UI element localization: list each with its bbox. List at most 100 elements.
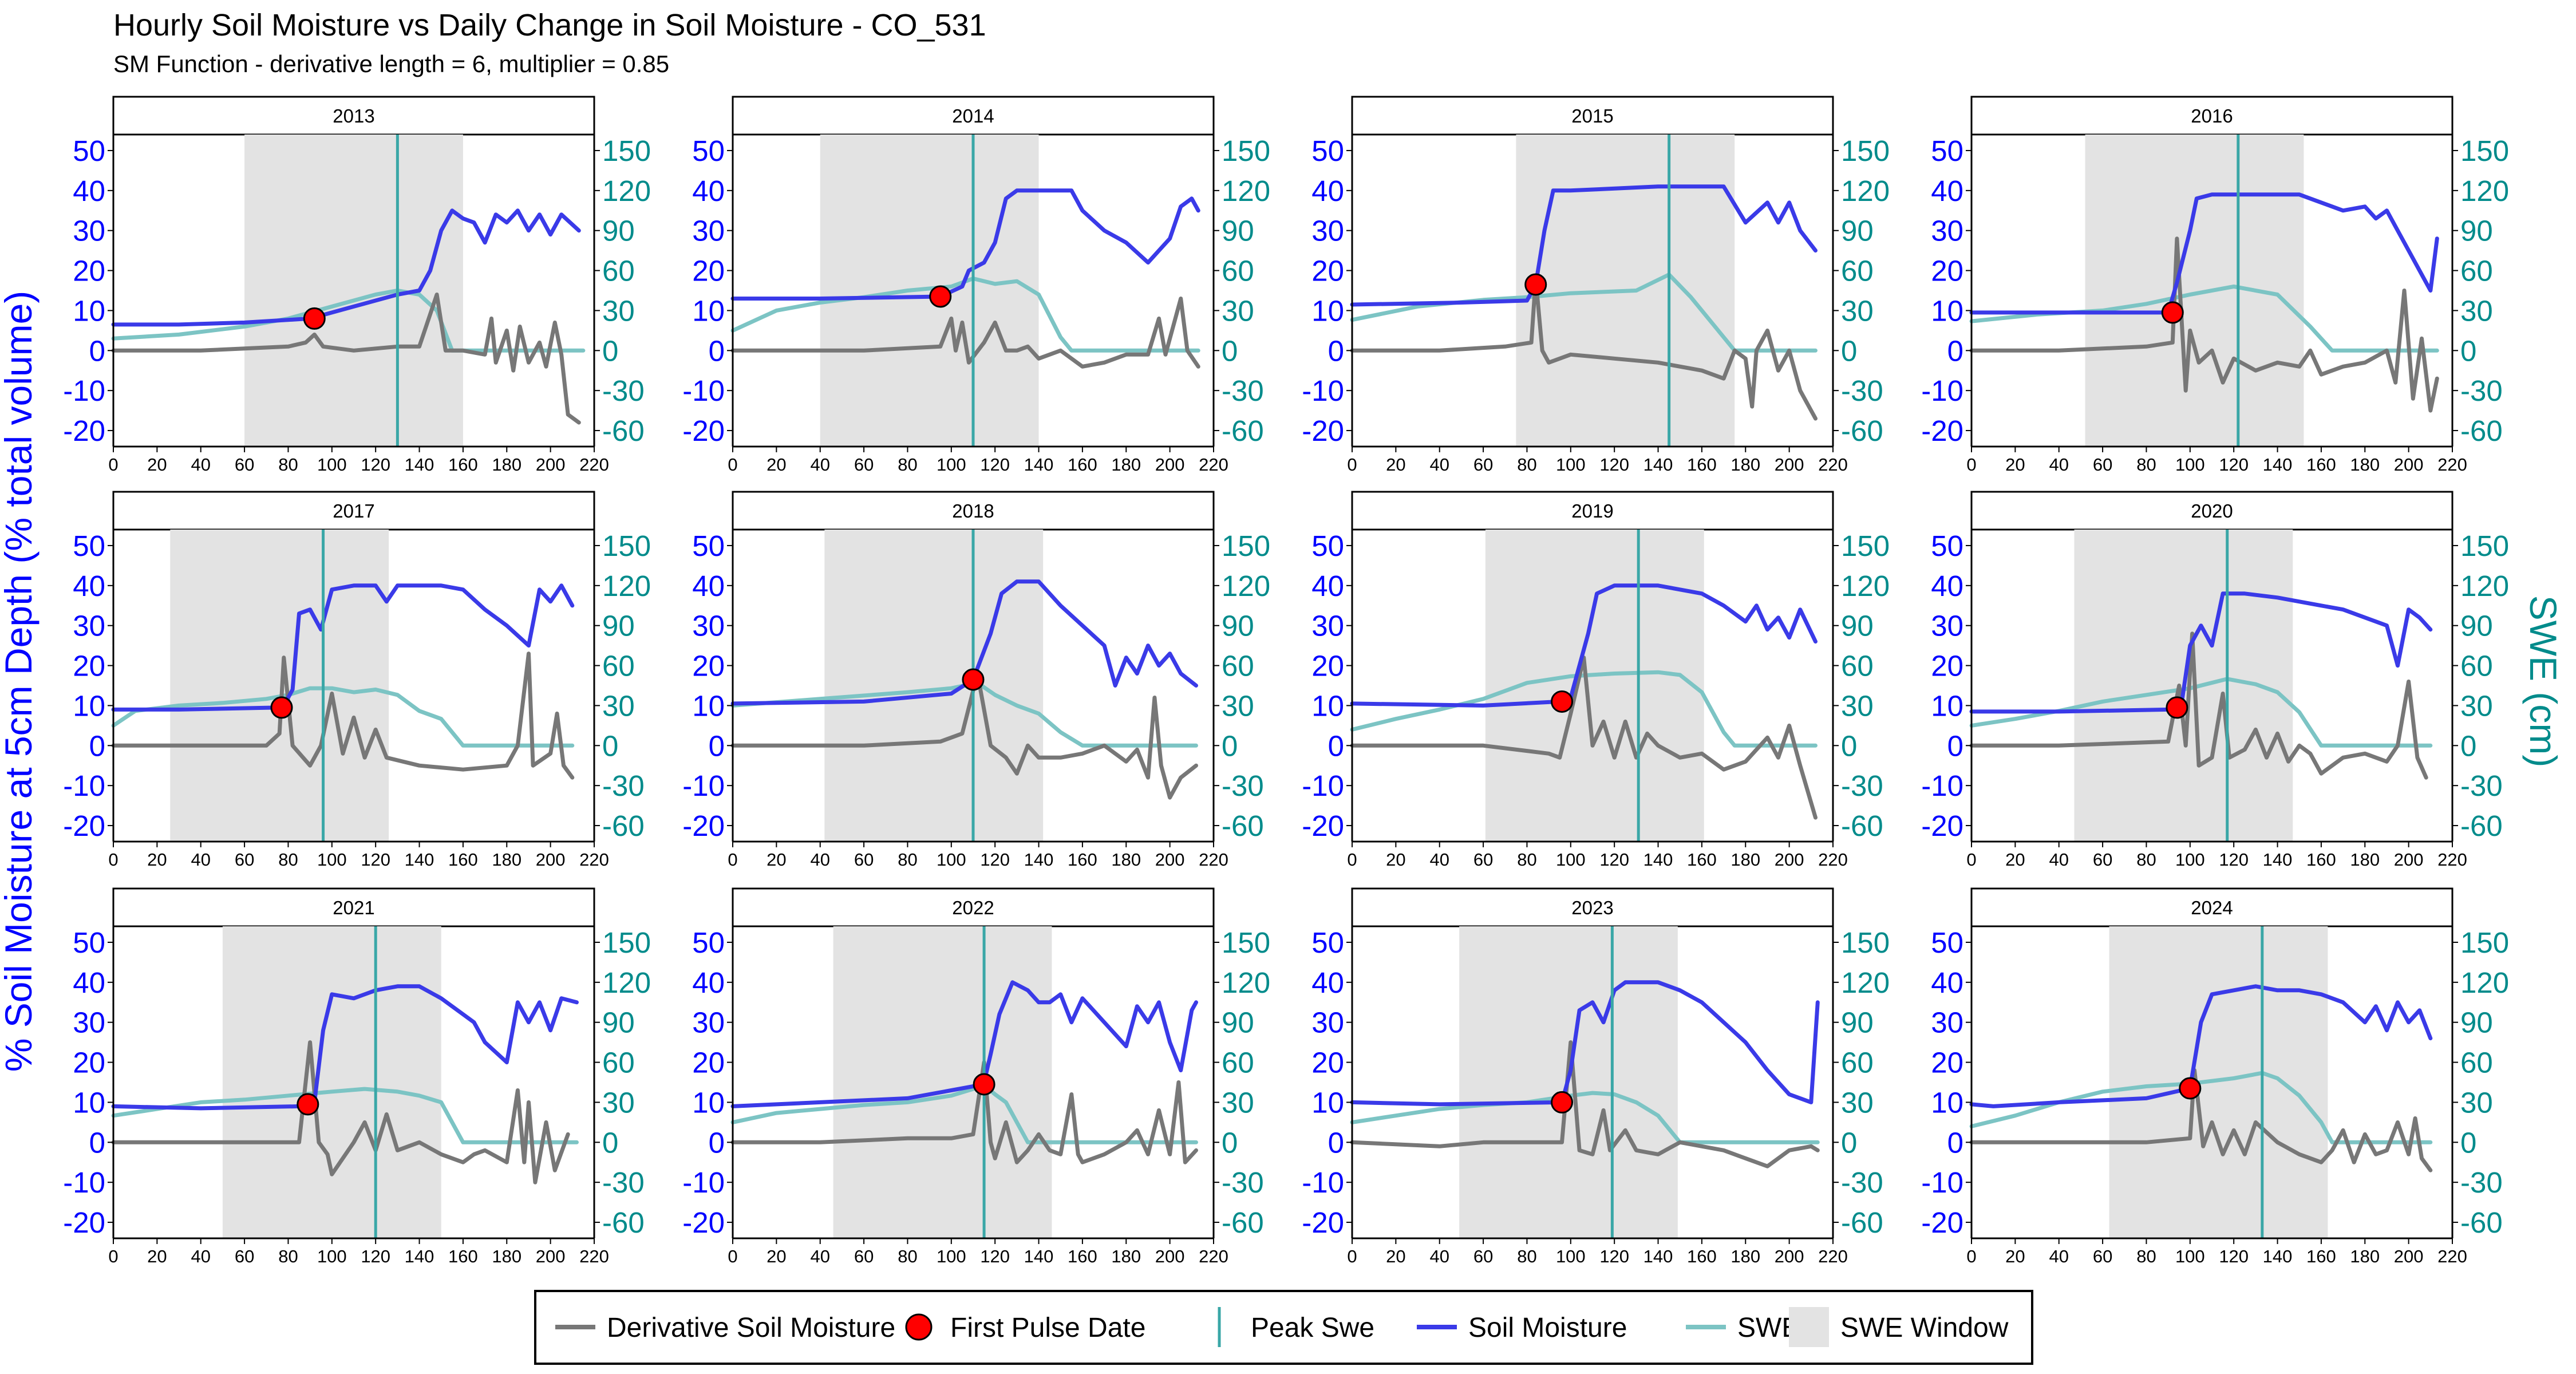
swe-window: [2085, 135, 2304, 447]
y-tick-right-label: 150: [1841, 135, 1890, 167]
y-tick-left-label: -10: [682, 769, 725, 802]
y-axis-label-left: % Soil Moisture at 5cm Depth (% total vo…: [0, 291, 39, 1072]
y-tick-left-label: 50: [1931, 530, 1963, 562]
panel-2019: 2019 -20 -10 0 10 20 30 40 50 -60 -30 0 30 60 90 120 150…: [1302, 491, 1890, 870]
derivative-line: [730, 1060, 1198, 1164]
x-tick-label: 40: [191, 850, 210, 870]
x-tick-label: 200: [536, 1246, 566, 1266]
x-tick-label: 40: [810, 1246, 829, 1266]
y-tick-left-label: -20: [1921, 1206, 1963, 1239]
panel-2013: 2013 -20 -10 0 10 20 30 40 50 -60 -30 0 30 60 90 120 150…: [63, 96, 651, 475]
y-tick-left-label: 30: [1931, 215, 1963, 247]
y-tick-left-label: 10: [692, 294, 725, 327]
y-tick-left-label: 30: [73, 215, 105, 247]
derivative-line: [1350, 656, 1818, 820]
x-tick-label: 140: [1643, 850, 1673, 870]
strip-label: 2014: [952, 105, 994, 127]
x-tick-label: 140: [1643, 1246, 1673, 1266]
y-tick-right-label: -60: [1841, 414, 1883, 447]
y-tick-right-label: 90: [2460, 1006, 2493, 1039]
strip-label: 2018: [952, 500, 994, 522]
y-tick-right-label: 60: [1222, 255, 1254, 287]
derivative-line: [730, 672, 1198, 800]
y-tick-left-label: -20: [1302, 1206, 1344, 1239]
y-tick-right-label: 120: [1222, 966, 1270, 999]
y-tick-right-label: 150: [1222, 926, 1270, 959]
x-tick-label: 180: [1111, 455, 1141, 475]
y-tick-right-label: 120: [1222, 175, 1270, 207]
panel-2022: 2022 -20 -10 0 10 20 30 40 50 -60 -30 0 30 60 90 120 150…: [682, 887, 1270, 1266]
y-tick-left-label: 30: [1931, 1006, 1963, 1039]
derivative-line: [111, 293, 581, 425]
y-tick-left-label: 30: [692, 610, 725, 642]
first-pulse-point: [297, 1093, 319, 1116]
x-tick-label: 80: [1517, 455, 1536, 475]
y-tick-right-label: -30: [602, 374, 645, 407]
y-tick-left-label: 20: [73, 1047, 105, 1079]
x-tick-label: 200: [2394, 1246, 2424, 1266]
strip-2013: [112, 96, 595, 136]
strip-label: 2021: [333, 897, 374, 918]
y-tick-left-label: 20: [692, 1047, 725, 1079]
x-tick-label: 160: [1687, 455, 1717, 475]
x-tick-label: 80: [898, 455, 917, 475]
y-tick-left-label: 50: [692, 530, 725, 562]
y-tick-right-label: -30: [602, 769, 645, 802]
y-tick-left-label: -20: [63, 414, 105, 447]
y-tick-right-label: 150: [1222, 530, 1270, 562]
x-tick-label: 80: [2136, 1246, 2156, 1266]
x-tick-label: 140: [2263, 850, 2293, 870]
panel-2021: 2021 -20 -10 0 10 20 30 40 50 -60 -30 0 30 60 90 120 150…: [63, 887, 651, 1266]
swe-line: [730, 1083, 1198, 1144]
y-tick-left-label: 50: [1311, 135, 1344, 167]
strip-2014: [732, 96, 1215, 136]
y-tick-left-label: 50: [1931, 135, 1963, 167]
x-tick-label: 180: [1730, 1246, 1760, 1266]
x-tick-label: 120: [361, 455, 390, 475]
x-tick-label: 140: [1024, 455, 1054, 475]
x-tick-label: 20: [767, 850, 786, 870]
legend-box: [534, 1290, 2033, 1365]
x-tick-label: 180: [2350, 455, 2380, 475]
y-tick-right-label: 30: [602, 294, 635, 327]
y-tick-right-label: 0: [602, 729, 618, 762]
first-pulse-point: [1524, 273, 1547, 296]
x-tick-label: 200: [536, 455, 566, 475]
y-tick-left-label: -20: [63, 1206, 105, 1239]
y-tick-right-label: -60: [602, 414, 645, 447]
y-tick-left-label: 30: [1311, 215, 1344, 247]
x-tick-label: 100: [1556, 850, 1586, 870]
y-tick-left-label: 20: [1311, 255, 1344, 287]
y-tick-right-label: -30: [2460, 374, 2503, 407]
x-tick-label: 100: [1556, 455, 1586, 475]
x-tick-label: 220: [1199, 1246, 1228, 1266]
y-tick-left-label: 20: [73, 255, 105, 287]
x-tick-label: 20: [767, 455, 786, 475]
y-tick-left-label: 10: [73, 1086, 105, 1119]
strip-label: 2016: [2191, 105, 2233, 127]
y-tick-left-label: 0: [1947, 334, 1963, 367]
x-tick-label: 140: [2263, 1246, 2293, 1266]
first-pulse-point: [929, 285, 952, 308]
x-tick-label: 140: [405, 1246, 434, 1266]
y-tick-left-label: 20: [692, 255, 725, 287]
y-tick-right-label: 90: [1222, 1006, 1254, 1039]
y-tick-right-label: -30: [2460, 769, 2503, 802]
x-tick-label: 80: [1517, 850, 1536, 870]
x-tick-label: 0: [1347, 850, 1357, 870]
x-tick-label: 200: [1775, 850, 1804, 870]
y-tick-right-label: 60: [2460, 1047, 2493, 1079]
y-tick-left-label: 10: [692, 1086, 725, 1119]
x-tick-label: 160: [448, 850, 478, 870]
chart-subtitle: SM Function - derivative length = 6, mul…: [113, 50, 669, 77]
panel-2015: 2015 -20 -10 0 10 20 30 40 50 -60 -30 0 30 60 90 120 150…: [1302, 96, 1890, 475]
y-tick-right-label: -60: [1222, 414, 1264, 447]
x-tick-label: 180: [492, 850, 521, 870]
soil-moisture-line: [1969, 984, 2433, 1108]
x-tick-label: 120: [361, 850, 390, 870]
y-tick-left-label: 40: [1931, 570, 1963, 602]
x-tick-label: 40: [2049, 1246, 2068, 1266]
y-tick-left-label: 0: [1328, 729, 1344, 762]
x-tick-label: 80: [898, 1246, 917, 1266]
strip-2018: [732, 491, 1215, 531]
